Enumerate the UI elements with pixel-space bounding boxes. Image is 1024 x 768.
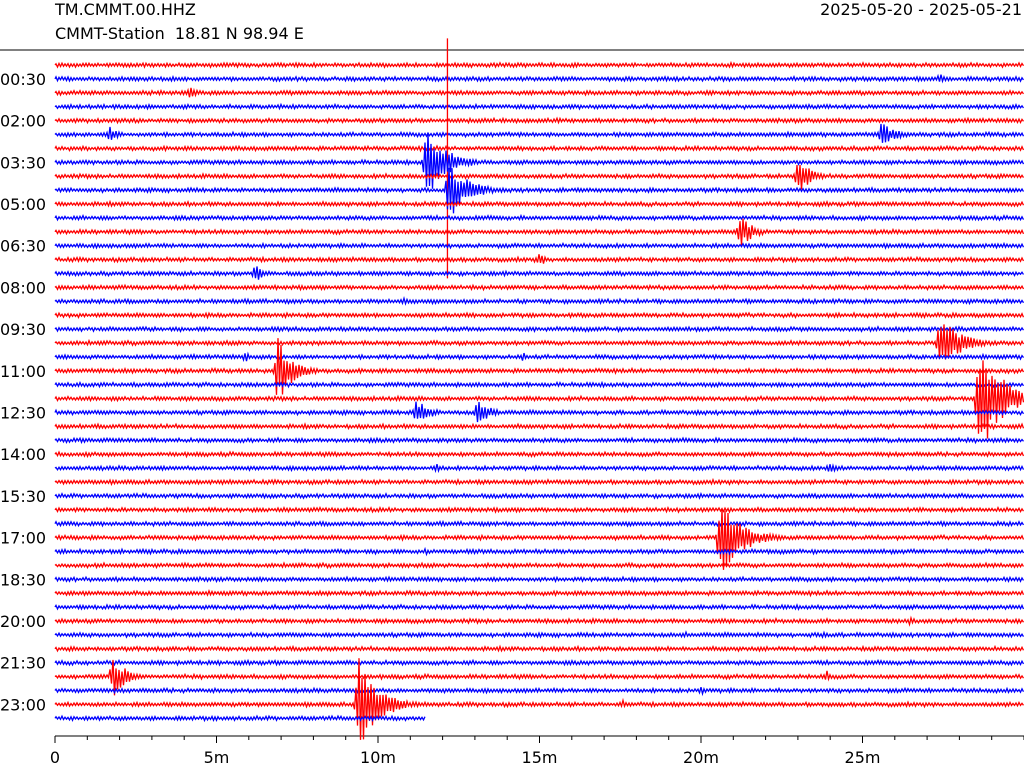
trace-row-17	[54, 295, 1024, 306]
x-tick-label: 10m	[360, 748, 396, 767]
trace-row-46	[54, 658, 1024, 740]
trace-row-29	[54, 463, 1024, 474]
y-tick-label: 05:00	[0, 195, 46, 214]
trace-row-42	[54, 644, 1024, 653]
trace-row-27	[54, 436, 1024, 445]
trace-row-38	[54, 589, 1024, 598]
x-tick-label: 20m	[683, 748, 719, 767]
trace-row-13	[54, 241, 1024, 250]
trace-row-41	[54, 630, 1024, 640]
y-axis: 00:30 02:00 03:30 05:00 06:30 08:00 09:30 11:00…	[0, 70, 46, 715]
trace-row-34	[54, 508, 1024, 570]
trace-row-8	[54, 164, 1024, 190]
y-tick-label: 15:30	[0, 487, 46, 506]
trace-row-7	[54, 132, 1024, 189]
trace-row-0	[54, 60, 1024, 69]
trace-row-35	[54, 546, 1024, 557]
trace-row-16	[54, 283, 1024, 292]
trace-row-43	[54, 658, 1024, 667]
trace-row-24	[54, 360, 1024, 439]
trace-row-25	[54, 401, 1024, 423]
trace-row-36	[54, 561, 1024, 570]
trace-row-28	[54, 450, 1024, 459]
y-tick-label: 00:30	[0, 70, 46, 89]
x-tick-label: 25m	[845, 748, 881, 767]
trace-row-5	[54, 123, 1024, 143]
trace-row-12	[54, 218, 1024, 246]
x-tick-label: 0	[50, 748, 60, 767]
trace-row-37	[54, 575, 1024, 584]
y-tick-label: 02:00	[0, 112, 46, 131]
trace-row-9	[54, 167, 1024, 214]
trace-row-40	[54, 615, 1024, 627]
trace-row-20	[54, 324, 1024, 360]
trace-row-21	[54, 351, 1024, 363]
trace-row-44	[54, 659, 1024, 696]
trace-row-6	[54, 144, 1024, 153]
trace-row-3	[54, 102, 1024, 111]
y-tick-label: 09:30	[0, 320, 46, 339]
trace-row-23	[54, 380, 1024, 389]
y-tick-label: 18:30	[0, 570, 46, 589]
x-tick-label: 15m	[522, 748, 558, 767]
trace-row-47	[54, 714, 426, 723]
trace-row-10	[54, 199, 1024, 208]
y-tick-label: 06:30	[0, 237, 46, 256]
trace-row-18	[54, 311, 1024, 320]
trace-row-32	[54, 505, 1024, 514]
trace-row-4	[54, 116, 1024, 125]
x-tick-label: 5m	[204, 748, 230, 767]
station-code: TM.CMMT.00.HHZ	[55, 0, 196, 19]
trace-group	[54, 38, 1024, 740]
trace-row-15	[54, 266, 1024, 280]
y-tick-label: 23:00	[0, 695, 46, 714]
y-tick-label: 03:30	[0, 153, 46, 172]
trace-row-31	[54, 492, 1024, 500]
trace-row-2	[54, 87, 1024, 98]
y-tick-label: 12:30	[0, 404, 46, 423]
trace-row-19	[54, 325, 1024, 334]
trace-row-22	[54, 338, 1024, 395]
trace-row-33	[54, 519, 1024, 528]
y-tick-label: 11:00	[0, 362, 46, 381]
trace-row-1	[54, 73, 1024, 84]
y-tick-label: 14:00	[0, 445, 46, 464]
trace-row-14	[54, 254, 1024, 264]
trace-row-11	[54, 213, 1024, 223]
trace-row-30	[54, 477, 1024, 487]
date-range: 2025-05-20 - 2025-05-21	[820, 0, 1022, 19]
station-description: CMMT-Station 18.81 N 98.94 E	[55, 24, 304, 43]
y-tick-label: 20:00	[0, 612, 46, 631]
y-tick-label: 08:00	[0, 278, 46, 297]
trace-row-39	[54, 603, 1024, 611]
x-axis: 0 5m 10m 15m 20m 25m	[50, 736, 1024, 767]
trace-row-45	[54, 686, 1024, 697]
y-tick-label: 17:00	[0, 529, 46, 548]
y-tick-label: 21:30	[0, 654, 46, 673]
trace-row-26	[54, 422, 1024, 431]
